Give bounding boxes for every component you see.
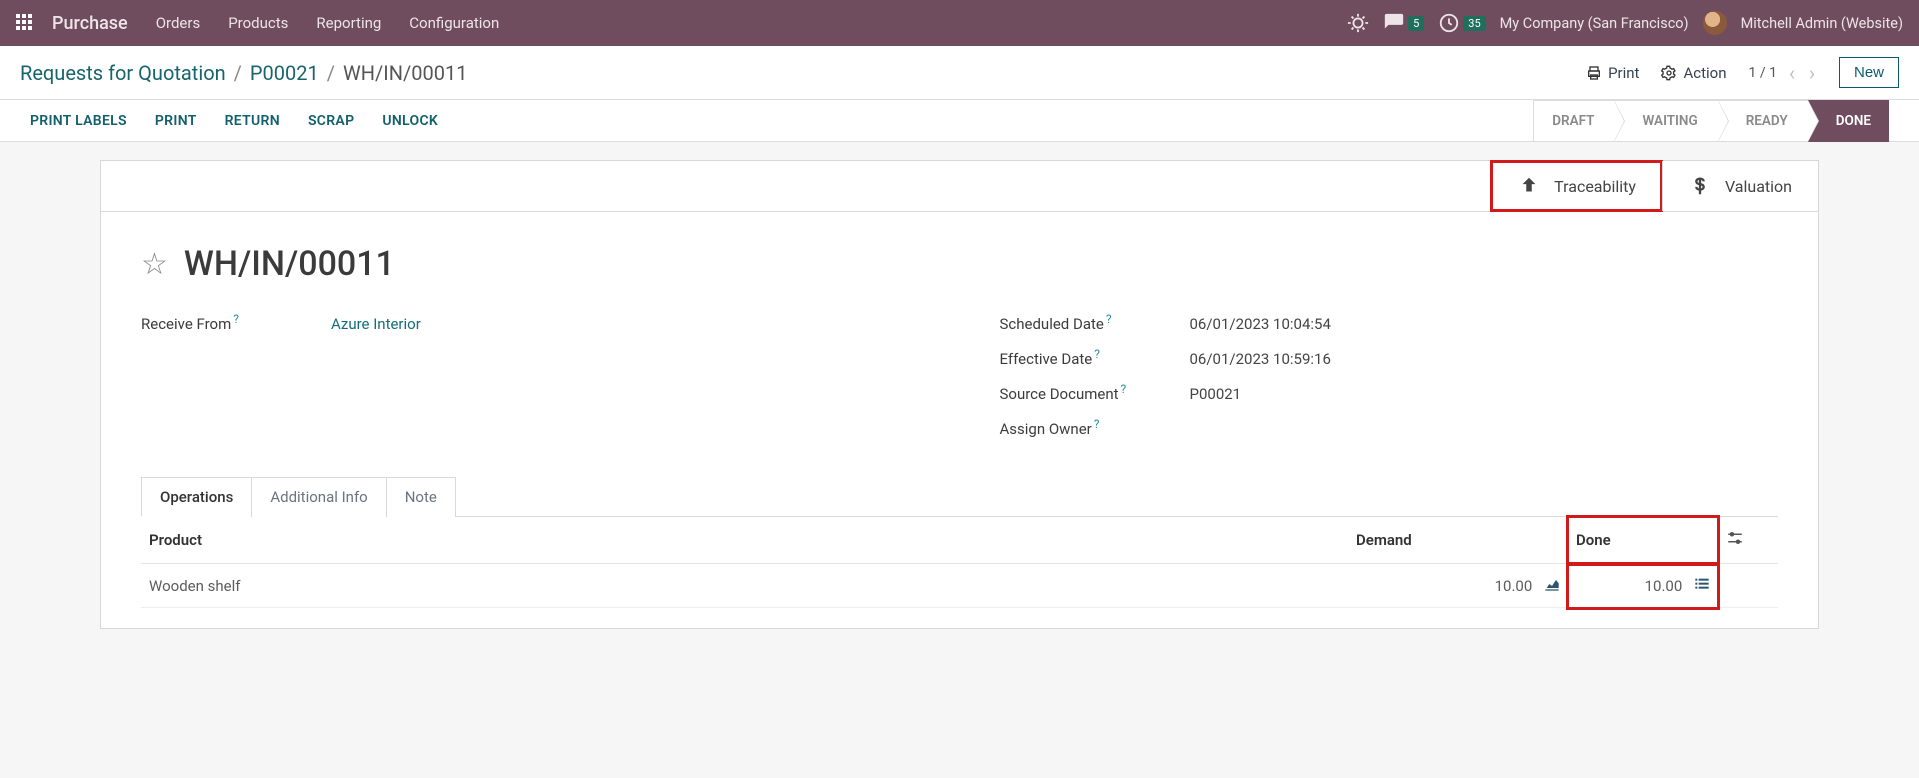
messages-icon[interactable]: 5 (1383, 12, 1424, 34)
pager-next[interactable]: › (1807, 61, 1817, 85)
status-waiting[interactable]: WAITING (1614, 100, 1717, 142)
activities-badge: 35 (1463, 16, 1485, 31)
action-scrap[interactable]: SCRAP (308, 113, 354, 129)
pager-text: 1 / 1 (1748, 65, 1776, 81)
col-done: Done (1568, 517, 1718, 564)
form-card: Traceability Valuation ☆ WH/IN/00011 Rec… (100, 160, 1819, 629)
activities-icon[interactable]: 35 (1438, 12, 1485, 34)
tab-note[interactable]: Note (386, 477, 456, 517)
apps-icon[interactable] (16, 14, 34, 32)
topbar-right: 5 35 My Company (San Francisco) Mitchell… (1347, 11, 1903, 35)
cell-done: 10.00 (1568, 564, 1718, 608)
table-row[interactable]: Wooden shelf 10.00 10.00 (141, 564, 1778, 608)
app-brand[interactable]: Purchase (52, 13, 128, 34)
list-icon[interactable] (1694, 576, 1710, 595)
top-menu: Orders Products Reporting Configuration (156, 14, 500, 32)
dollar-icon (1689, 175, 1711, 197)
help-icon[interactable]: ? (1094, 347, 1100, 361)
help-icon[interactable]: ? (1121, 382, 1127, 396)
arrow-up-icon (1518, 175, 1540, 197)
assign-owner-label: Assign Owner? (1000, 417, 1190, 438)
receive-from-value[interactable]: Azure Interior (331, 315, 421, 333)
sliders-icon[interactable] (1726, 529, 1744, 547)
status-bar: DRAFT WAITING READY DONE (1533, 100, 1889, 142)
subbar: Requests for Quotation / P00021 / WH/IN/… (0, 46, 1919, 100)
help-icon[interactable]: ? (1106, 312, 1112, 326)
menu-configuration[interactable]: Configuration (409, 14, 499, 32)
help-icon[interactable]: ? (233, 312, 239, 326)
tab-operations[interactable]: Operations (141, 477, 252, 517)
valuation-button[interactable]: Valuation (1662, 161, 1818, 211)
effective-date-value: 06/01/2023 10:59:16 (1190, 350, 1331, 368)
cell-product: Wooden shelf (141, 564, 1348, 608)
messages-badge: 5 (1408, 16, 1424, 31)
menu-products[interactable]: Products (228, 14, 288, 32)
menu-orders[interactable]: Orders (156, 14, 201, 32)
menu-reporting[interactable]: Reporting (316, 14, 381, 32)
tab-additional-info[interactable]: Additional Info (251, 477, 386, 517)
favorite-star-icon[interactable]: ☆ (141, 247, 168, 282)
breadcrumb-sep: / (234, 61, 242, 85)
receive-from-label: Receive From? (141, 312, 331, 333)
breadcrumb-sep: / (327, 61, 335, 85)
forecast-icon[interactable] (1544, 576, 1560, 595)
col-demand: Demand (1348, 517, 1568, 564)
col-product: Product (141, 517, 1348, 564)
traceability-button[interactable]: Traceability (1491, 161, 1662, 211)
scheduled-date-label: Scheduled Date? (1000, 312, 1190, 333)
status-done[interactable]: DONE (1808, 100, 1889, 142)
pager: 1 / 1 ‹ › (1748, 61, 1817, 85)
status-ready[interactable]: READY (1718, 100, 1808, 142)
breadcrumb: Requests for Quotation / P00021 / WH/IN/… (20, 61, 1586, 85)
print-menu[interactable]: Print (1586, 64, 1639, 82)
source-doc-label: Source Document? (1000, 382, 1190, 403)
tabs: Operations Additional Info Note (141, 476, 1778, 517)
action-unlock[interactable]: UNLOCK (382, 113, 438, 129)
operations-table: Product Demand Done (141, 517, 1778, 608)
print-icon (1586, 65, 1602, 81)
action-menu[interactable]: Action (1661, 64, 1726, 82)
status-draft[interactable]: DRAFT (1533, 100, 1614, 142)
breadcrumb-root[interactable]: Requests for Quotation (20, 61, 226, 85)
avatar[interactable] (1703, 11, 1727, 35)
doc-title: WH/IN/00011 (184, 244, 395, 284)
pager-prev[interactable]: ‹ (1787, 61, 1797, 85)
scheduled-date-value: 06/01/2023 10:04:54 (1190, 315, 1331, 333)
action-print-labels[interactable]: PRINT LABELS (30, 113, 127, 129)
company-selector[interactable]: My Company (San Francisco) (1500, 15, 1689, 32)
action-row: PRINT LABELS PRINT RETURN SCRAP UNLOCK D… (0, 100, 1919, 142)
col-options[interactable] (1718, 517, 1778, 564)
new-button[interactable]: New (1839, 57, 1899, 88)
bug-icon[interactable] (1347, 12, 1369, 34)
breadcrumb-parent[interactable]: P00021 (250, 61, 319, 85)
action-print[interactable]: PRINT (155, 113, 197, 129)
topbar: Purchase Orders Products Reporting Confi… (0, 0, 1919, 46)
action-return[interactable]: RETURN (225, 113, 280, 129)
user-menu[interactable]: Mitchell Admin (Website) (1741, 15, 1903, 32)
help-icon[interactable]: ? (1094, 417, 1100, 431)
effective-date-label: Effective Date? (1000, 347, 1190, 368)
gear-icon (1661, 65, 1677, 81)
source-doc-value: P00021 (1190, 385, 1242, 403)
cell-demand: 10.00 (1348, 564, 1568, 608)
breadcrumb-current: WH/IN/00011 (343, 61, 467, 85)
